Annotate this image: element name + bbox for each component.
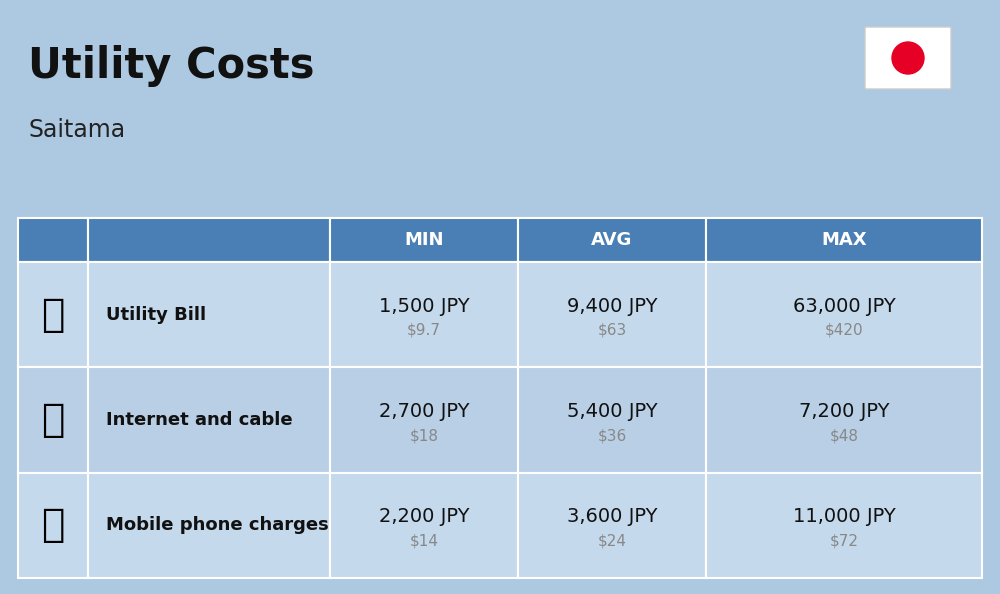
FancyBboxPatch shape xyxy=(88,473,330,578)
FancyBboxPatch shape xyxy=(88,367,330,473)
Text: 63,000 JPY: 63,000 JPY xyxy=(793,297,895,316)
FancyBboxPatch shape xyxy=(18,262,88,367)
FancyBboxPatch shape xyxy=(706,473,982,578)
FancyBboxPatch shape xyxy=(518,367,706,473)
Text: $72: $72 xyxy=(830,533,858,549)
FancyBboxPatch shape xyxy=(330,262,518,367)
Text: $18: $18 xyxy=(410,428,438,443)
FancyBboxPatch shape xyxy=(706,218,982,262)
FancyBboxPatch shape xyxy=(88,218,330,262)
Circle shape xyxy=(892,42,924,74)
FancyBboxPatch shape xyxy=(865,27,951,89)
Text: 1,500 JPY: 1,500 JPY xyxy=(379,297,469,316)
Text: Utility Costs: Utility Costs xyxy=(28,45,314,87)
FancyBboxPatch shape xyxy=(330,473,518,578)
FancyBboxPatch shape xyxy=(518,262,706,367)
FancyBboxPatch shape xyxy=(330,218,518,262)
FancyBboxPatch shape xyxy=(88,262,330,367)
Text: MAX: MAX xyxy=(821,231,867,249)
Text: 5,400 JPY: 5,400 JPY xyxy=(567,402,657,421)
Text: 7,200 JPY: 7,200 JPY xyxy=(799,402,889,421)
Text: AVG: AVG xyxy=(591,231,633,249)
Text: 3,600 JPY: 3,600 JPY xyxy=(567,507,657,526)
FancyBboxPatch shape xyxy=(518,473,706,578)
FancyBboxPatch shape xyxy=(18,473,88,578)
Text: $14: $14 xyxy=(410,533,438,549)
FancyBboxPatch shape xyxy=(706,367,982,473)
Text: $36: $36 xyxy=(597,428,627,443)
Text: 📱: 📱 xyxy=(41,506,65,544)
FancyBboxPatch shape xyxy=(18,218,88,262)
Text: $420: $420 xyxy=(825,323,863,338)
Text: 🔌: 🔌 xyxy=(41,296,65,334)
Text: 9,400 JPY: 9,400 JPY xyxy=(567,297,657,316)
Text: Mobile phone charges: Mobile phone charges xyxy=(106,516,329,535)
FancyBboxPatch shape xyxy=(706,262,982,367)
Text: 📡: 📡 xyxy=(41,401,65,439)
Text: 11,000 JPY: 11,000 JPY xyxy=(793,507,895,526)
Text: $9.7: $9.7 xyxy=(407,323,441,338)
Text: $63: $63 xyxy=(597,323,627,338)
FancyBboxPatch shape xyxy=(330,367,518,473)
Text: MIN: MIN xyxy=(404,231,444,249)
FancyBboxPatch shape xyxy=(18,367,88,473)
Text: $24: $24 xyxy=(598,533,626,549)
Text: Internet and cable: Internet and cable xyxy=(106,411,293,429)
Text: $48: $48 xyxy=(830,428,858,443)
Text: 2,200 JPY: 2,200 JPY xyxy=(379,507,469,526)
Text: 2,700 JPY: 2,700 JPY xyxy=(379,402,469,421)
Text: Utility Bill: Utility Bill xyxy=(106,306,206,324)
Text: Saitama: Saitama xyxy=(28,118,125,142)
FancyBboxPatch shape xyxy=(518,218,706,262)
